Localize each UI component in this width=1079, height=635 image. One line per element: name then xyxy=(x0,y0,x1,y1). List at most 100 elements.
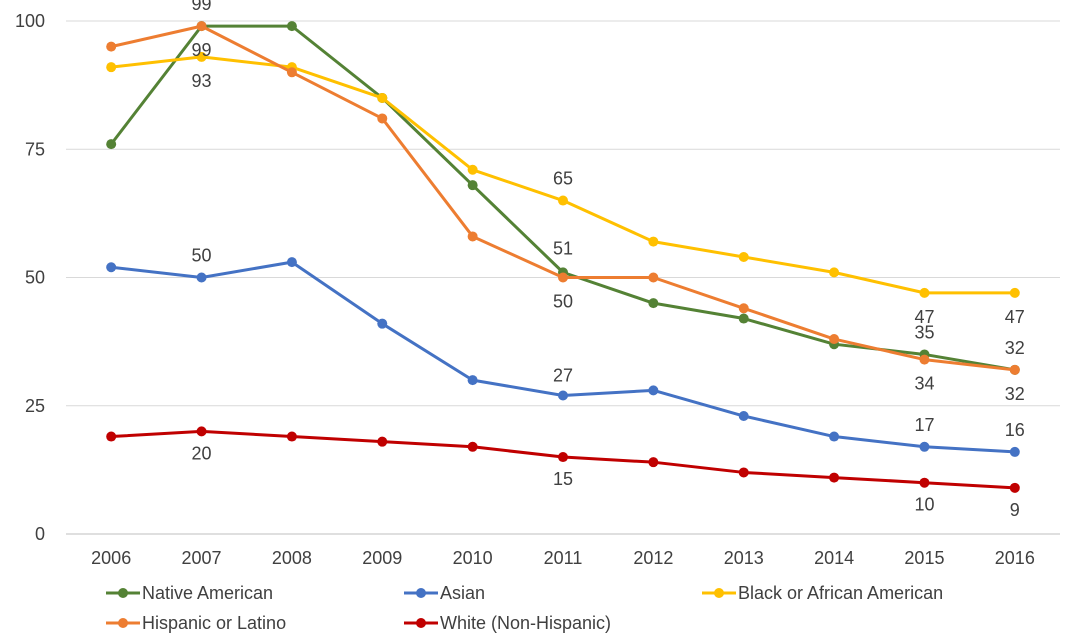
data-point xyxy=(196,272,207,283)
x-tick-label: 2008 xyxy=(272,548,312,568)
data-labels: 99 51 35 32 50 27 17 16 93 65 47 47 99 50 34 32 20 15 10 9 xyxy=(192,0,1025,520)
data-point xyxy=(738,251,749,262)
x-tick-label: 2012 xyxy=(633,548,673,568)
x-tick-label: 2011 xyxy=(544,548,583,568)
data-point xyxy=(196,51,207,62)
data-label: 16 xyxy=(1005,420,1025,440)
data-label: 99 xyxy=(192,0,212,14)
data-point xyxy=(648,298,659,309)
data-label: 50 xyxy=(553,292,573,312)
legend-label: Asian xyxy=(440,583,485,603)
data-point xyxy=(648,457,659,468)
data-point xyxy=(919,441,930,452)
x-tick-label: 2015 xyxy=(904,548,944,568)
data-point xyxy=(829,472,840,483)
series-lines xyxy=(106,21,1020,493)
y-tick-label: 50 xyxy=(25,268,45,288)
x-tick-label: 2014 xyxy=(814,548,854,568)
data-point xyxy=(106,41,117,52)
data-point xyxy=(106,262,117,273)
data-point xyxy=(106,139,117,150)
legend-label: White (Non-Hispanic) xyxy=(440,613,611,633)
data-point xyxy=(738,467,749,478)
data-point xyxy=(919,287,930,298)
data-label: 35 xyxy=(914,322,934,342)
data-point xyxy=(558,390,568,401)
y-tick-label: 25 xyxy=(25,396,45,416)
data-label: 51 xyxy=(553,238,573,258)
data-label: 93 xyxy=(192,71,212,91)
data-point xyxy=(1009,287,1020,298)
data-point xyxy=(919,354,930,365)
data-label: 65 xyxy=(553,169,573,189)
x-axis-ticks: 2006 2007 2008 2009 2010 2011 2012 2013 2014 2015… xyxy=(91,548,1035,568)
data-point xyxy=(1009,364,1020,375)
y-axis-ticks: 0 25 50 75 100 xyxy=(15,11,45,544)
legend: Native American Asian Black or African Ame… xyxy=(106,583,943,633)
data-label: 32 xyxy=(1005,338,1025,358)
data-point xyxy=(829,431,840,442)
y-tick-label: 100 xyxy=(15,11,45,31)
data-point xyxy=(558,452,568,463)
data-point xyxy=(1009,482,1020,493)
data-label: 15 xyxy=(553,469,573,489)
data-point xyxy=(196,21,207,32)
data-label: 10 xyxy=(914,495,934,515)
data-point xyxy=(829,267,840,278)
data-point xyxy=(467,375,478,386)
data-point xyxy=(467,231,478,242)
legend-swatch-marker xyxy=(118,588,128,598)
data-point xyxy=(286,431,297,442)
data-point xyxy=(558,195,568,206)
data-point xyxy=(106,431,117,442)
data-label: 34 xyxy=(914,374,934,394)
data-point xyxy=(648,385,659,396)
y-tick-label: 0 xyxy=(35,524,45,544)
legend-label: Hispanic or Latino xyxy=(142,613,286,633)
data-label: 20 xyxy=(192,443,212,463)
data-point xyxy=(738,411,749,422)
x-tick-label: 2013 xyxy=(724,548,764,568)
legend-swatch-marker xyxy=(416,588,426,598)
data-point xyxy=(467,441,478,452)
data-point xyxy=(286,67,297,78)
data-point xyxy=(738,313,749,324)
x-tick-label: 2016 xyxy=(995,548,1035,568)
data-label: 47 xyxy=(914,307,934,327)
data-label: 47 xyxy=(1005,307,1025,327)
data-point xyxy=(377,318,388,329)
data-point xyxy=(377,92,388,103)
legend-label: Native American xyxy=(142,583,273,603)
data-point xyxy=(648,236,659,247)
data-label: 9 xyxy=(1010,500,1020,520)
data-label: 27 xyxy=(553,365,573,385)
data-point xyxy=(377,113,388,124)
data-point xyxy=(467,164,478,175)
data-point xyxy=(286,21,297,32)
data-point xyxy=(558,272,568,283)
legend-swatch-marker xyxy=(118,618,128,628)
legend-swatch-marker xyxy=(416,618,426,628)
data-point xyxy=(648,272,659,283)
data-point xyxy=(1009,446,1020,457)
data-label: 99 xyxy=(192,40,212,60)
data-label: 50 xyxy=(192,246,212,266)
x-tick-label: 2009 xyxy=(362,548,402,568)
x-tick-label: 2006 xyxy=(91,548,131,568)
data-point xyxy=(377,436,388,447)
x-tick-label: 2010 xyxy=(453,548,493,568)
data-point xyxy=(829,334,840,345)
x-tick-label: 2007 xyxy=(182,548,222,568)
data-point xyxy=(286,257,297,268)
data-point xyxy=(467,180,478,191)
data-point xyxy=(919,477,930,488)
data-point xyxy=(738,303,749,314)
data-point xyxy=(106,62,117,73)
y-tick-label: 75 xyxy=(25,139,45,159)
legend-swatch-marker xyxy=(714,588,724,598)
legend-label: Black or African American xyxy=(738,583,943,603)
data-label: 17 xyxy=(914,415,934,435)
data-label: 32 xyxy=(1005,384,1025,404)
data-point xyxy=(196,426,207,437)
